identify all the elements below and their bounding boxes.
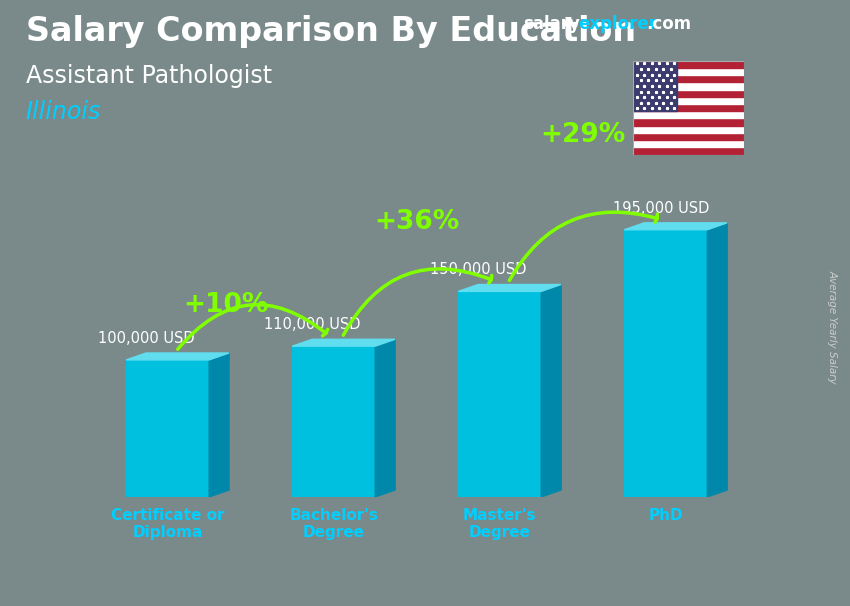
Bar: [633, 147, 744, 155]
Bar: [633, 61, 677, 111]
Text: salary: salary: [523, 15, 580, 33]
Bar: [633, 61, 744, 68]
Bar: [633, 133, 744, 140]
Text: .com: .com: [646, 15, 691, 33]
Polygon shape: [624, 223, 728, 230]
Text: Salary Comparison By Education: Salary Comparison By Education: [26, 15, 636, 48]
Bar: [633, 111, 744, 118]
Bar: [633, 68, 744, 75]
Polygon shape: [458, 291, 541, 497]
Polygon shape: [541, 284, 561, 497]
Bar: [633, 104, 744, 111]
Polygon shape: [292, 339, 395, 346]
Polygon shape: [707, 223, 728, 497]
Polygon shape: [624, 230, 707, 497]
Text: 150,000 USD: 150,000 USD: [430, 262, 526, 277]
Text: Average Yearly Salary: Average Yearly Salary: [827, 270, 837, 384]
Polygon shape: [458, 284, 561, 291]
Text: +10%: +10%: [183, 292, 269, 318]
Polygon shape: [209, 353, 229, 497]
Bar: [633, 90, 744, 97]
Text: 195,000 USD: 195,000 USD: [613, 201, 709, 216]
Polygon shape: [126, 360, 209, 497]
Text: Assistant Pathologist: Assistant Pathologist: [26, 64, 272, 88]
Bar: [633, 82, 744, 90]
Bar: [633, 118, 744, 125]
Text: Illinois: Illinois: [26, 100, 101, 124]
Bar: [633, 125, 744, 133]
Polygon shape: [126, 353, 229, 360]
Text: +29%: +29%: [540, 122, 626, 148]
Text: 100,000 USD: 100,000 USD: [98, 331, 195, 346]
Text: 110,000 USD: 110,000 USD: [264, 317, 360, 332]
Polygon shape: [292, 346, 375, 497]
Bar: [633, 97, 744, 104]
Bar: [633, 140, 744, 147]
Bar: [633, 75, 744, 82]
Polygon shape: [375, 339, 395, 497]
Text: explorer: explorer: [578, 15, 657, 33]
Text: +36%: +36%: [374, 209, 459, 235]
